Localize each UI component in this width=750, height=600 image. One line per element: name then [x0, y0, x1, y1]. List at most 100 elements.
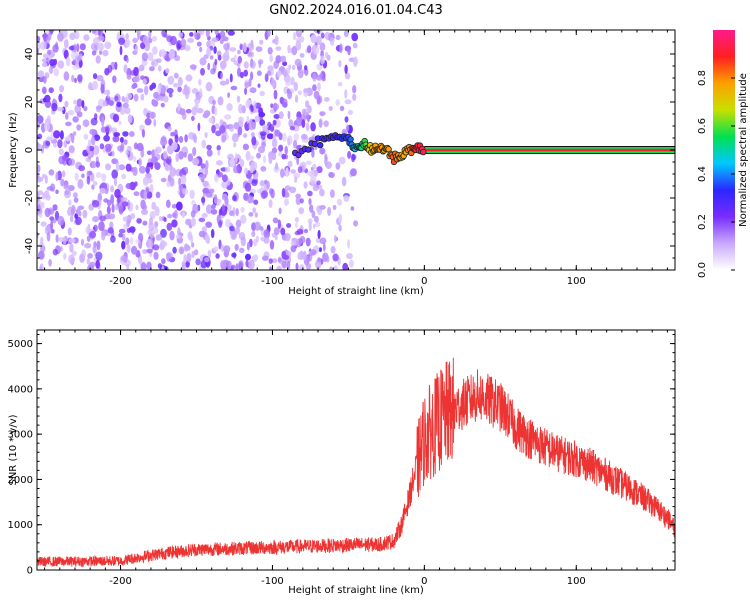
heatmap-cell: [42, 53, 50, 59]
heatmap-cell: [157, 65, 162, 72]
heatmap-cell: [155, 191, 161, 199]
heatmap-cell: [290, 244, 297, 253]
heatmap-cell: [249, 87, 257, 94]
heatmap-cell: [103, 135, 110, 142]
heatmap-cell: [78, 165, 85, 172]
heatmap-cell: [133, 156, 137, 162]
heatmap-cell: [254, 115, 260, 123]
heatmap-cell: [310, 122, 316, 132]
heatmap-cell: [259, 131, 267, 137]
heatmap-cell: [246, 241, 250, 251]
heatmap-cell: [146, 150, 152, 156]
heatmap-cell: [87, 139, 92, 147]
heatmap-cell: [72, 250, 77, 256]
heatmap-cell: [149, 111, 156, 120]
heatmap-cell: [76, 111, 83, 118]
heatmap-cell: [353, 56, 358, 67]
heatmap-cell: [68, 206, 72, 214]
heatmap-cell: [170, 131, 176, 137]
heatmap-cell: [248, 120, 255, 131]
heatmap-cell: [99, 187, 106, 194]
heatmap-cell: [231, 264, 236, 270]
heatmap-cell: [160, 241, 168, 247]
heatmap-cell: [256, 152, 261, 159]
heatmap-cell: [47, 115, 51, 122]
heatmap-cell: [163, 95, 169, 103]
heatmap-cell: [268, 199, 273, 209]
heatmap-cell: [299, 53, 305, 58]
heatmap-cell: [119, 136, 124, 143]
heatmap-cell: [249, 60, 256, 69]
heatmap-cell: [212, 99, 216, 105]
heatmap-cell: [271, 258, 278, 263]
heatmap-cell: [250, 132, 255, 138]
heatmap-cell: [68, 145, 75, 154]
heatmap-cell: [343, 194, 350, 202]
heatmap-cell: [192, 146, 197, 157]
heatmap-cell: [204, 132, 208, 139]
heatmap-cell: [307, 190, 313, 197]
heatmap-cell: [198, 173, 205, 180]
heatmap-cell: [175, 153, 179, 163]
heatmap-cell: [171, 141, 178, 151]
heatmap-cell: [68, 158, 76, 166]
heatmap-cell: [76, 98, 83, 107]
heatmap-cell: [243, 61, 249, 69]
heatmap-cell: [160, 228, 167, 238]
heatmap-cell: [319, 111, 326, 116]
heatmap-cell: [295, 196, 301, 206]
heatmap-cell: [278, 207, 282, 215]
heatmap-cell: [161, 265, 165, 270]
heatmap-cell: [223, 43, 230, 51]
heatmap-cell: [271, 77, 275, 87]
heatmap-cell: [120, 255, 128, 262]
heatmap-cell: [57, 32, 64, 42]
heatmap-cell: [309, 169, 315, 179]
heatmap-cell: [113, 132, 120, 137]
heatmap-cell: [174, 134, 179, 143]
heatmap-cell: [275, 55, 282, 64]
heatmap-cell: [223, 245, 231, 254]
heatmap-cell: [237, 55, 242, 64]
heatmap-cell: [125, 33, 129, 40]
heatmap-cell: [65, 112, 69, 120]
heatmap-cell: [272, 217, 279, 224]
heatmap-cell: [196, 107, 204, 114]
heatmap-cell: [259, 90, 265, 97]
heatmap-cell: [123, 139, 128, 146]
heatmap-cell: [177, 103, 181, 112]
heatmap-cell: [112, 75, 117, 84]
heatmap-cell: [157, 85, 161, 95]
heatmap-cell: [210, 228, 215, 239]
heatmap-cell: [121, 201, 129, 207]
heatmap-cell: [83, 34, 90, 41]
heatmap-cell: [205, 30, 210, 38]
heatmap-cell: [166, 87, 174, 94]
heatmap-cell: [118, 37, 126, 46]
heatmap-cell: [126, 74, 132, 80]
heatmap-cell: [37, 204, 41, 213]
heatmap-cell: [73, 99, 77, 105]
heatmap-cell: [40, 236, 44, 246]
heatmap-cell: [329, 266, 333, 270]
heatmap-cell: [319, 205, 326, 210]
heatmap-cell: [306, 112, 310, 121]
heatmap-cell: [242, 42, 247, 53]
heatmap-cell: [312, 223, 316, 229]
heatmap-cell: [105, 163, 111, 171]
heatmap-cell: [112, 135, 120, 143]
heatmap-cell: [287, 135, 293, 145]
heatmap-cell: [165, 68, 170, 74]
heatmap-cell: [295, 193, 302, 199]
heatmap-cell: [121, 96, 125, 103]
heatmap-cell: [219, 60, 227, 69]
snr-xlabel: Height of straight line (km): [288, 585, 424, 596]
heatmap-cell: [218, 208, 222, 216]
heatmap-cell: [293, 133, 299, 141]
heatmap-cell: [178, 136, 184, 143]
heatmap-cell: [344, 116, 349, 123]
heatmap-cell: [307, 45, 312, 54]
spectrogram-xlabel: Height of straight line (km): [288, 286, 424, 297]
heatmap-cell: [259, 39, 264, 45]
